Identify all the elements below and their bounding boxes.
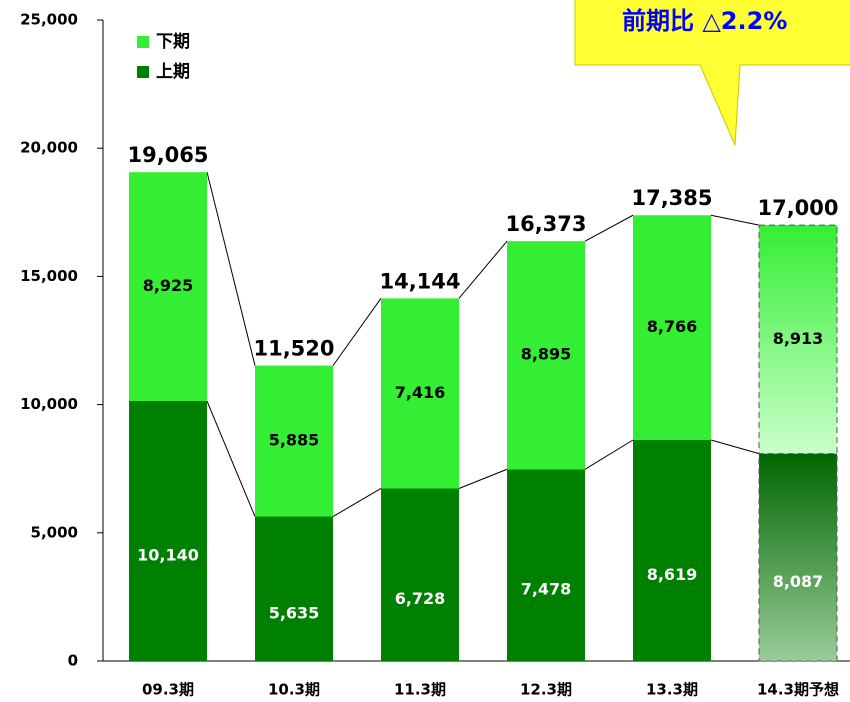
- x-tick-label: 12.3期: [520, 681, 572, 699]
- value-label: 8,619: [647, 565, 698, 584]
- value-label: 8,766: [647, 317, 698, 336]
- x-tick-label: 09.3期: [142, 681, 194, 699]
- value-label: 5,635: [269, 603, 320, 622]
- value-label: 8,895: [521, 345, 572, 364]
- bar-segment: [255, 516, 333, 661]
- bar-segment: [758, 453, 838, 662]
- x-tick-label: 10.3期: [268, 681, 320, 699]
- connector: [584, 214, 634, 242]
- value-label: 8,913: [773, 329, 824, 348]
- bar-segment: [129, 401, 207, 661]
- connector: [332, 488, 382, 517]
- annotation: 前期比 △2.2%: [622, 7, 787, 35]
- connector: [584, 439, 634, 470]
- y-tick-label: 25,000: [20, 11, 78, 29]
- bar-segment: [381, 488, 459, 661]
- x-tick-label: 14.3期予想: [757, 681, 839, 699]
- total-label: 19,065: [127, 143, 208, 167]
- value-label: 8,925: [143, 276, 194, 295]
- bar-segment: [633, 440, 711, 661]
- legend-swatch: [137, 36, 149, 48]
- bar-segment: [255, 365, 333, 517]
- y-tick-label: 0: [68, 652, 78, 670]
- connector: [458, 468, 508, 489]
- connector: [206, 172, 256, 366]
- connector: [710, 439, 760, 455]
- y-tick-label: 10,000: [20, 395, 78, 413]
- bar-segment: [381, 298, 459, 489]
- total-label: 11,520: [253, 337, 334, 361]
- value-label: 5,885: [269, 431, 320, 450]
- connector: [458, 240, 508, 299]
- legend-swatch: [137, 66, 149, 78]
- value-label: 7,416: [395, 383, 446, 402]
- bar-segment: [507, 469, 585, 661]
- connector: [206, 400, 256, 517]
- connector: [710, 214, 760, 226]
- bar-segment: [507, 241, 585, 470]
- bar-segment: [633, 215, 711, 441]
- total-label: 14,144: [379, 269, 460, 293]
- total-label: 17,000: [757, 196, 838, 220]
- x-tick-label: 11.3期: [394, 681, 446, 699]
- x-tick-label: 13.3期: [646, 681, 698, 699]
- value-label: 7,478: [521, 580, 572, 599]
- y-tick-label: 20,000: [20, 139, 78, 157]
- y-tick-label: 15,000: [20, 267, 78, 285]
- legend-label: 上期: [156, 62, 190, 82]
- legend-label: 下期: [156, 32, 190, 52]
- value-label: 10,140: [137, 546, 199, 565]
- bar-segment: [129, 172, 207, 402]
- total-label: 17,385: [631, 186, 712, 210]
- value-label: 6,728: [395, 589, 446, 608]
- callout: 前期比 △2.2%: [574, 0, 850, 146]
- value-label: 8,087: [773, 572, 824, 591]
- total-label: 16,373: [505, 212, 586, 236]
- connector: [332, 298, 382, 366]
- y-tick-label: 5,000: [31, 523, 78, 541]
- bar-segment: [758, 224, 838, 455]
